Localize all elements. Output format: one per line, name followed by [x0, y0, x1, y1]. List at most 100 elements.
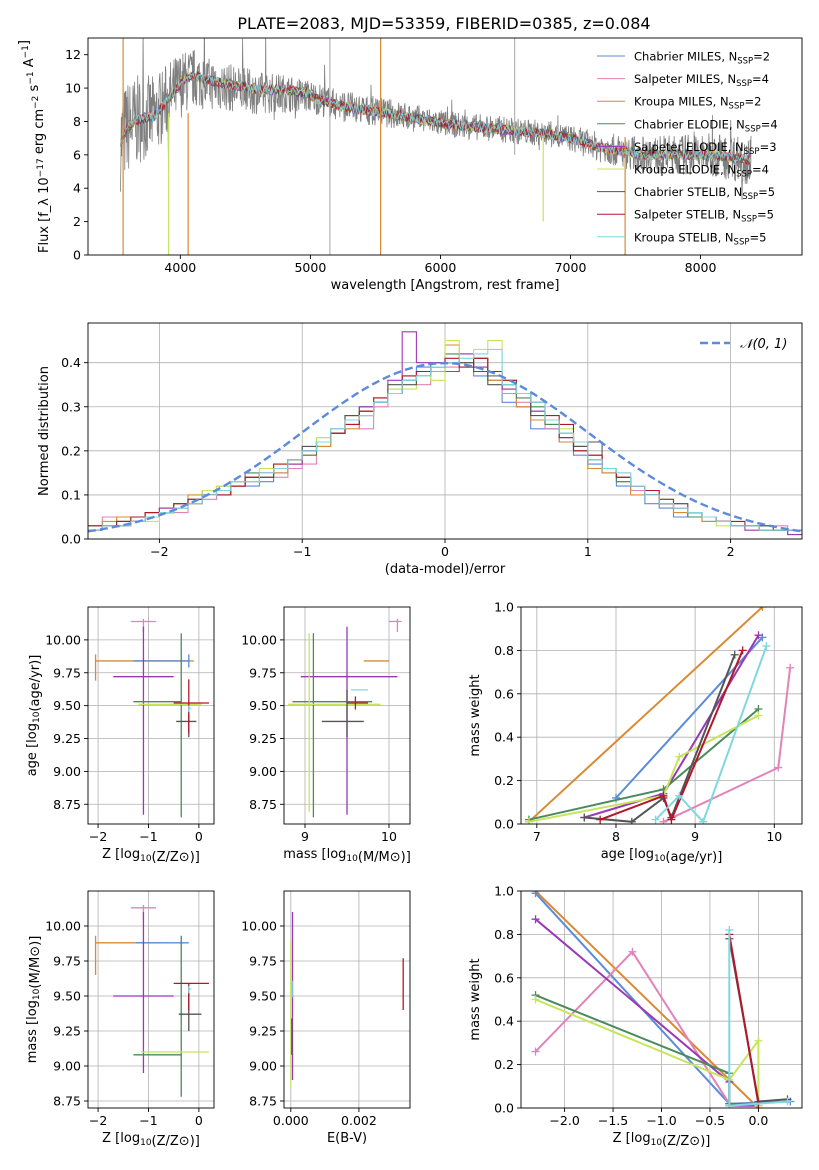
errorbar-kroupa-stelib	[188, 986, 192, 994]
errorbar-chabrier-miles	[133, 654, 190, 668]
y-tick-label: 0.6	[494, 686, 514, 701]
series-line	[728, 934, 760, 1104]
legend-label: 𝒩(0, 1)	[740, 337, 787, 352]
series-marker	[730, 650, 739, 659]
x-tick-label: 8000	[685, 260, 717, 275]
x-tick-label: 10	[766, 829, 782, 844]
plot-area-mass_vs_EBV	[290, 912, 404, 1087]
x-tick-label: 0	[195, 1113, 203, 1128]
y-tick-label: 0.4	[494, 1014, 514, 1029]
series-marker	[651, 815, 660, 824]
y-tick-label: 9.00	[249, 764, 277, 779]
x-tick-label: −1	[293, 544, 311, 559]
y-axis-label: mass [log10(M/M⊙)]	[25, 936, 43, 1064]
y-tick-label: 1.0	[494, 884, 514, 899]
series-marker	[725, 926, 734, 935]
axes-residuals: 𝒩(0, 1) −2 −1 0 1 2 0.0 0.1 0.2 0.3 0.4 (data-model…	[37, 322, 803, 577]
y-tick-label: 0.2	[61, 443, 81, 458]
lines-weight_vs_Z	[531, 891, 795, 1108]
y-tick-label: 9.50	[53, 698, 81, 713]
x-axis-label: E(B-V)	[327, 1131, 367, 1146]
y-tick-label: 10.00	[241, 632, 277, 647]
plot-area-weight_vs_age	[524, 607, 795, 824]
y-tick-label: 9.75	[249, 954, 277, 969]
axes-layer: Chabrier MILES, NSSP=2 Salpeter MILES, NS…	[17, 37, 803, 1149]
axes-frame	[87, 606, 215, 825]
errorbar-chabrier-elodie	[133, 935, 182, 1097]
y-tick-label: 9.00	[53, 764, 81, 779]
x-tick-label: −2	[89, 829, 107, 844]
series-marker	[659, 817, 668, 824]
y-tick-label: 8.75	[53, 1094, 81, 1109]
axes-frame	[520, 606, 803, 825]
y-tick-label: 0.6	[494, 970, 514, 985]
series-marker	[675, 752, 684, 761]
x-tick-label: 8	[612, 829, 620, 844]
y-tick-label: 9.00	[53, 1059, 81, 1074]
plot-area-spectrum: Chabrier MILES, NSSP=2 Salpeter MILES, NS…	[120, 38, 778, 255]
y-tick-label: 2	[73, 214, 81, 229]
x-axis-label: wavelength [Angstrom, rest frame]	[331, 278, 560, 293]
y-tick-label: 0.2	[494, 1057, 514, 1072]
errorbar-salpeter-elodie	[113, 626, 174, 815]
series-marker	[786, 663, 795, 672]
series-marker	[725, 1101, 734, 1108]
errorbar-salpeter-miles	[389, 618, 402, 632]
y-tick-label: 1.0	[494, 600, 514, 615]
x-axis-label: mass [log10(M/M⊙)]	[283, 847, 411, 865]
x-tick-label: 9	[691, 829, 699, 844]
series-marker	[627, 817, 636, 824]
axes-frame	[283, 890, 411, 1109]
x-tick-label: 5000	[294, 260, 326, 275]
x-tick-label: −2	[89, 1113, 107, 1128]
series-marker	[774, 763, 783, 772]
series-line	[528, 714, 759, 823]
y-tick-label: 9.00	[249, 1059, 277, 1074]
y-tick-label: 10.00	[45, 632, 81, 647]
y-tick-label: 8	[73, 114, 81, 129]
x-axis-label: Z [log10(Z/Z⊙)]	[102, 847, 200, 865]
series-marker	[675, 791, 684, 800]
plot-area-age_vs_Z	[94, 618, 209, 818]
axes-frame	[87, 37, 803, 256]
series-salpeter-miles	[659, 663, 795, 824]
x-tick-label: 2	[727, 544, 735, 559]
y-tick-label: 9.25	[53, 731, 81, 746]
legend-label: Kroupa MILES, NSSP=2	[634, 95, 761, 112]
x-tick-label: −2.0	[549, 1113, 579, 1128]
series-marker	[758, 607, 767, 611]
errorbars-age_vs_Z	[94, 618, 209, 818]
y-tick-label: 0.0	[61, 532, 81, 547]
errorbar-chabrier-elodie	[133, 633, 182, 818]
x-tick-label: −2	[150, 544, 168, 559]
series-marker	[754, 711, 763, 720]
legend-label: Chabrier MILES, NSSP=2	[634, 50, 770, 67]
y-tick-label: 9.50	[249, 989, 277, 1004]
y-tick-label: 10.00	[241, 919, 277, 934]
y-tick-label: 0.0	[494, 817, 514, 832]
legend-label: Salpeter MILES, NSSP=4	[634, 72, 769, 89]
x-axis-label: (data-model)/error	[385, 562, 506, 577]
x-tick-label: 0.0	[748, 1113, 768, 1128]
y-tick-label: 0.0	[494, 1101, 514, 1116]
y-tick-label: 9.75	[53, 954, 81, 969]
y-tick-label: 0.2	[494, 773, 514, 788]
legend-label: Kroupa STELIB, NSSP=5	[634, 230, 766, 247]
x-tick-label: 6000	[425, 260, 457, 275]
y-tick-label: 10	[65, 81, 81, 96]
series-marker	[531, 891, 540, 898]
errorbar-kroupa-elodie	[288, 633, 381, 813]
errorbar-chabrier-stelib	[321, 689, 364, 738]
x-tick-label: 0.000	[273, 1113, 309, 1128]
legend-label: Salpeter ELODIE, NSSP=3	[634, 140, 777, 157]
histogram-steps	[88, 331, 802, 536]
plot-area-residuals: 𝒩(0, 1)	[88, 331, 802, 536]
series-marker	[628, 947, 637, 956]
x-tick-label: 10	[381, 829, 397, 844]
y-tick-label: 8.75	[249, 797, 277, 812]
errorbars-age_vs_mass	[288, 618, 402, 818]
x-axis-label: Z [log10(Z/Z⊙)]	[613, 1131, 711, 1149]
series-line	[528, 607, 764, 823]
